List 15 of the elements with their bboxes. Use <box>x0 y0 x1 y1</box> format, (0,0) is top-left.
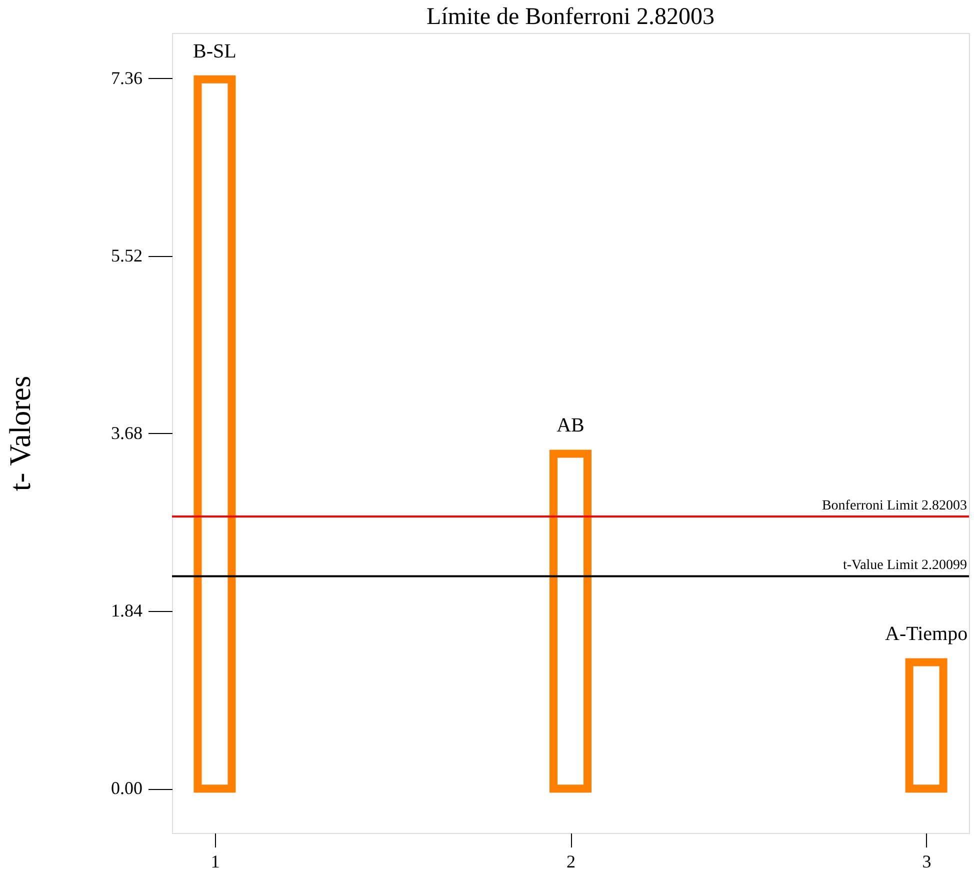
ref-line-label: Bonferroni Limit 2.82003 <box>822 498 967 514</box>
x-tick-label: 1 <box>210 852 220 872</box>
annotation: A-Tiempo <box>885 623 968 646</box>
y-tick-label: 5.52 <box>111 245 142 266</box>
y-axis-title: t- Valores <box>4 376 37 492</box>
ref-line-label: t-Value Limit 2.20099 <box>842 558 967 574</box>
x-tick-label: 3 <box>922 852 932 872</box>
y-tick-label: 7.36 <box>111 68 142 88</box>
y-tick-label: 0.00 <box>111 778 142 798</box>
y-tick-label: 3.68 <box>111 422 142 443</box>
x-tick-label: 2 <box>566 852 576 872</box>
annotation: AB <box>556 414 584 437</box>
chart-title: Límite de Bonferroni 2.82003 <box>426 4 714 30</box>
y-tick-label: 1.84 <box>111 600 142 621</box>
annotation: B-SL <box>193 40 236 62</box>
